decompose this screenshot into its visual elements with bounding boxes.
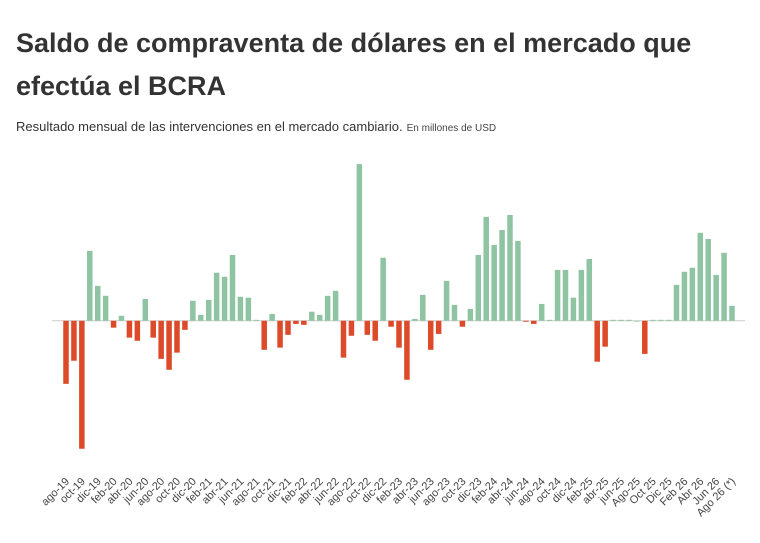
bar [705, 239, 711, 321]
bar [182, 320, 188, 330]
bar [142, 298, 149, 321]
bar [515, 240, 521, 321]
bar [689, 267, 696, 321]
bar [102, 295, 109, 321]
bar [372, 320, 378, 341]
bar [293, 320, 299, 324]
bar [221, 276, 228, 321]
bar [602, 320, 608, 347]
bar [110, 320, 117, 328]
bar [562, 269, 569, 321]
bar [570, 297, 577, 321]
bar [412, 318, 418, 321]
bar [483, 216, 489, 321]
bar [332, 290, 339, 321]
bar [277, 320, 283, 348]
bar [396, 320, 402, 348]
bar [237, 296, 244, 321]
chart-title: efectúa el BCRA [16, 71, 226, 101]
bar [324, 295, 331, 321]
bar [546, 319, 553, 321]
bar [578, 269, 585, 321]
bar [198, 314, 204, 321]
bar [435, 320, 442, 334]
bar [285, 320, 291, 335]
bar [134, 320, 141, 341]
bar [610, 319, 616, 321]
bar [174, 320, 180, 353]
bar [420, 294, 426, 321]
bar [253, 319, 260, 321]
bar [459, 320, 466, 327]
bar [245, 297, 252, 321]
bar [721, 252, 727, 321]
bar [594, 320, 600, 362]
bar [150, 320, 156, 338]
bar [94, 285, 101, 321]
bar [657, 319, 664, 321]
bar [729, 305, 735, 321]
bar [697, 232, 704, 321]
bar [443, 280, 450, 321]
chart-title: Saldo de compraventa de dólares en el me… [16, 28, 691, 58]
bar [269, 313, 275, 321]
bar [79, 320, 85, 449]
bar [340, 320, 347, 358]
bar [364, 320, 371, 335]
bar [404, 320, 410, 380]
subtitle: Resultado mensual de las intervenciones … [16, 119, 496, 134]
bar [451, 304, 458, 321]
bar [316, 314, 323, 321]
bar [261, 320, 267, 350]
bar [538, 303, 545, 321]
bar [642, 320, 648, 354]
bar [475, 254, 482, 321]
bar [166, 320, 172, 370]
bar [554, 269, 561, 321]
bar [87, 250, 93, 321]
subtitle-text: Resultado mensual de las intervenciones … [16, 119, 403, 134]
bar [190, 300, 196, 321]
bar [301, 320, 307, 325]
bar [63, 320, 69, 384]
bar [523, 320, 529, 322]
bar [491, 244, 497, 321]
bar [586, 258, 593, 321]
bar [681, 271, 688, 321]
bar [467, 308, 474, 321]
bar [618, 319, 624, 321]
bar [309, 311, 315, 321]
bar [126, 320, 133, 338]
bar [665, 319, 672, 321]
bar [213, 272, 220, 321]
bar [348, 320, 355, 336]
bar [118, 315, 125, 321]
bar [158, 320, 164, 359]
bar [626, 319, 632, 321]
bar [673, 284, 680, 321]
bar [388, 320, 394, 327]
bar [713, 274, 719, 321]
bar [507, 214, 513, 321]
bar [427, 320, 434, 350]
bar [649, 319, 656, 321]
bar [531, 320, 537, 324]
bar [229, 254, 236, 321]
bar [380, 257, 386, 321]
bar [356, 164, 363, 321]
bar [71, 320, 77, 361]
unit-note: En millones de USD [407, 123, 496, 134]
bar [205, 299, 212, 321]
bar [499, 229, 505, 321]
bar [634, 320, 640, 322]
